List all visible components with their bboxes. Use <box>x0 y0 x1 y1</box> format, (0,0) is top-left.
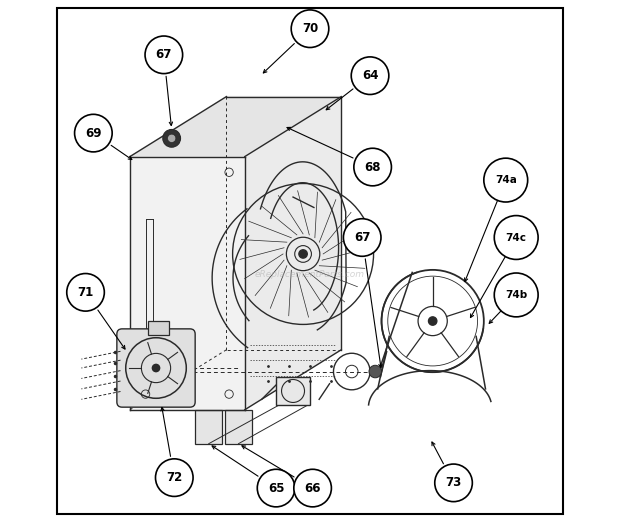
Circle shape <box>153 364 160 372</box>
Circle shape <box>156 459 193 496</box>
Circle shape <box>494 216 538 259</box>
Bar <box>276 377 310 405</box>
Text: 66: 66 <box>304 482 321 494</box>
Circle shape <box>354 148 391 186</box>
Circle shape <box>257 469 295 507</box>
Text: eReplacementParts.com: eReplacementParts.com <box>255 269 365 279</box>
Text: 73: 73 <box>445 477 462 489</box>
Circle shape <box>291 10 329 48</box>
Text: 64: 64 <box>362 69 378 82</box>
Circle shape <box>343 219 381 256</box>
Bar <box>225 410 252 444</box>
Circle shape <box>299 250 308 258</box>
Bar <box>148 321 169 335</box>
Bar <box>195 410 223 444</box>
Polygon shape <box>130 157 245 410</box>
Circle shape <box>167 134 176 143</box>
Circle shape <box>294 469 332 507</box>
Circle shape <box>369 365 381 378</box>
Circle shape <box>435 464 472 502</box>
Text: 65: 65 <box>268 482 285 494</box>
Polygon shape <box>130 97 342 157</box>
Text: 69: 69 <box>85 127 102 139</box>
Circle shape <box>352 57 389 94</box>
Text: 67: 67 <box>354 231 370 244</box>
Polygon shape <box>245 97 342 410</box>
Circle shape <box>163 129 180 147</box>
Text: 71: 71 <box>78 286 94 299</box>
Text: 70: 70 <box>302 22 318 35</box>
Circle shape <box>145 36 183 74</box>
Text: 67: 67 <box>156 49 172 61</box>
Circle shape <box>74 114 112 152</box>
FancyBboxPatch shape <box>117 329 195 407</box>
Circle shape <box>428 317 437 325</box>
Text: 72: 72 <box>166 471 182 484</box>
Text: 68: 68 <box>365 161 381 173</box>
Circle shape <box>67 274 104 311</box>
Text: 74c: 74c <box>506 232 527 243</box>
Text: 74a: 74a <box>495 175 516 185</box>
Circle shape <box>484 158 528 202</box>
Text: 74b: 74b <box>505 290 528 300</box>
Circle shape <box>494 273 538 317</box>
